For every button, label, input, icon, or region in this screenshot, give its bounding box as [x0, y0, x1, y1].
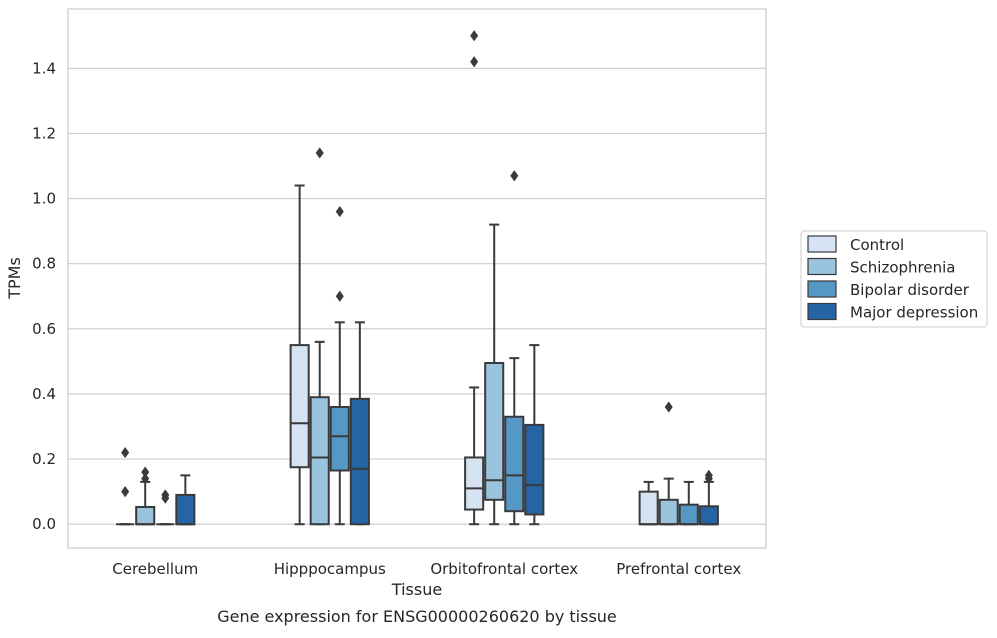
y-tick-label: 1.2 [32, 124, 56, 142]
box-body [464, 456, 485, 511]
legend-frame [800, 230, 988, 328]
gridlines [68, 67, 766, 525]
box-schizophrenia [658, 401, 679, 526]
legend-label: Control [850, 236, 904, 254]
box-schizophrenia [135, 466, 156, 526]
outlier-point [335, 205, 344, 218]
outlier-point [141, 466, 150, 478]
box-body [678, 503, 699, 526]
box-body [329, 405, 350, 472]
x-tick-labels: Cerebellum Hipppocampus Orbitofrontal cort… [112, 560, 741, 578]
box-control [116, 446, 135, 526]
box-major-depression [349, 321, 370, 526]
outlier-point [315, 147, 324, 159]
box-body [698, 505, 719, 526]
box-body [504, 415, 525, 513]
box-major-depression [175, 474, 196, 526]
box-body [289, 344, 310, 469]
box-major-depression [698, 469, 719, 526]
x-tick-label: Cerebellum [112, 560, 198, 578]
y-tick-label: 0.8 [32, 255, 56, 273]
box-body [175, 493, 196, 526]
box-body [658, 498, 679, 526]
outlier-point [141, 473, 150, 485]
outlier-point [510, 170, 519, 182]
box-schizophrenia [484, 223, 505, 526]
outlier-point [335, 290, 344, 302]
y-tick-labels: 0.0 0.2 0.4 0.6 0.8 1.0 1.2 1.4 [32, 59, 56, 533]
y-tick-label: 0.0 [32, 515, 56, 533]
box-schizophrenia [309, 147, 330, 526]
legend-items: Control Schizophrenia Bipolar disorder Majo… [807, 235, 978, 322]
outlier-point [470, 30, 479, 42]
legend-swatch [807, 257, 837, 276]
boxes [116, 30, 719, 526]
y-tick-label: 1.4 [32, 59, 56, 77]
outlier-point [664, 401, 673, 413]
outlier-point [470, 56, 479, 68]
box-control [464, 30, 485, 526]
x-tick-label: Prefrontal cortex [616, 560, 741, 578]
x-tick-label: Orbitofrontal cortex [430, 560, 578, 578]
box-bipolar-disorder [678, 480, 699, 526]
outlier-point [121, 446, 130, 459]
box-body [135, 505, 156, 526]
legend-swatch [807, 280, 837, 298]
legend-swatch [807, 235, 837, 253]
plot-frame [67, 8, 767, 549]
box-body [484, 362, 505, 501]
outlier-point [704, 469, 713, 481]
box-body [524, 423, 545, 516]
chart-caption: Gene expression for ENSG00000260620 by t… [217, 607, 617, 626]
y-axis-label: TPMs [5, 257, 24, 300]
outlier-point [121, 486, 130, 498]
y-tick-label: 0.6 [32, 320, 56, 338]
legend-label: Major depression [850, 304, 978, 322]
legend-label: Bipolar disorder [850, 281, 970, 299]
outlier-point [161, 489, 170, 501]
y-tick-label: 0.2 [32, 450, 56, 468]
box-major-depression [524, 344, 545, 526]
box-body [349, 397, 370, 526]
y-tick-label: 0.4 [32, 385, 56, 403]
box-bipolar-disorder [504, 170, 525, 526]
x-axis-label: Tissue [391, 580, 442, 599]
box-bipolar-disorder [329, 205, 350, 526]
y-tick-label: 1.0 [32, 190, 56, 208]
box-control [638, 480, 659, 526]
box-body [309, 396, 330, 526]
box-body [638, 490, 659, 526]
box-control [289, 184, 310, 526]
box-bipolar-disorder [156, 489, 175, 526]
legend-swatch [807, 302, 837, 321]
legend-label: Schizophrenia [850, 259, 955, 277]
x-tick-label: Hipppocampus [274, 560, 386, 578]
legend: Control Schizophrenia Bipolar disorder Majo… [800, 230, 988, 328]
